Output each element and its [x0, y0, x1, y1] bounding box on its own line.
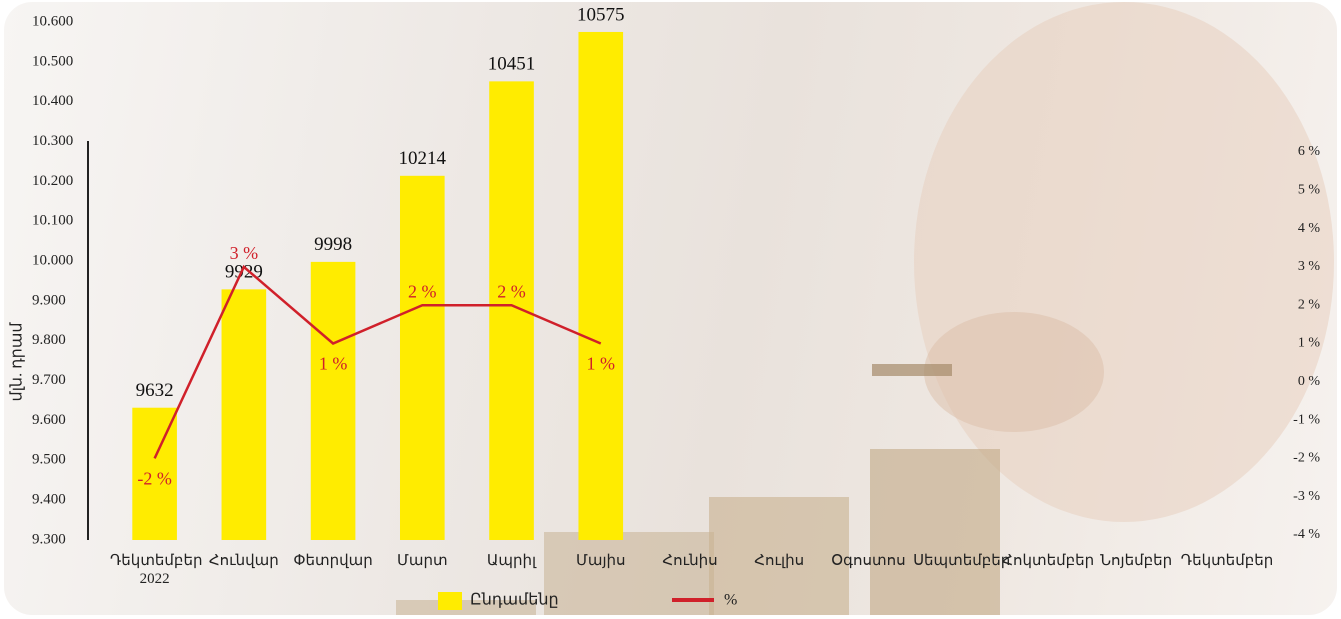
- legend-swatch: [438, 592, 462, 610]
- x-tick-label: Մայիս: [556, 552, 645, 570]
- y2-tick-label: -4 %: [1293, 527, 1320, 542]
- y-tick-label: 10.600: [32, 13, 73, 29]
- chart: մլն. դրամ 9.300 9.400 9.500 9.600 9.700 9.800…: [0, 0, 1341, 619]
- bar-value-label: 9632: [136, 380, 174, 401]
- bar: [311, 262, 356, 540]
- x-tick-label: Դեկտեմբեր: [1181, 552, 1270, 570]
- y2-tick-label: 3 %: [1298, 259, 1321, 274]
- bar-value-label: 10575: [577, 4, 625, 25]
- line-value-label: 3 %: [230, 243, 259, 263]
- bar-value-label: 9998: [314, 234, 352, 255]
- x-tick-label: Հոկտեմբեր: [1002, 552, 1091, 570]
- line-value-label: 2 %: [497, 281, 526, 301]
- y-tick-label: 10.100: [32, 213, 73, 229]
- bar-value-label: 10451: [488, 54, 536, 75]
- y-tick-label: 10.000: [32, 253, 73, 269]
- y-tick-label: 9.500: [32, 452, 66, 468]
- x-tick-label: Նոյեմբեր: [1092, 552, 1181, 570]
- bar-value-label: 10214: [399, 148, 447, 169]
- x-tick-label: Դեկտեմբեր 2022: [110, 552, 199, 588]
- x-tick-label: Օգոստոս: [824, 552, 913, 570]
- x-tick-label: Սեպտեմբեր: [913, 552, 1002, 570]
- y2-tick-label: -1 %: [1293, 412, 1320, 427]
- line-value-label: -2 %: [137, 469, 172, 489]
- y-tick-label: 9.300: [32, 531, 66, 547]
- y2-tick-label: 0 %: [1298, 374, 1321, 389]
- y-tick-label: 10.400: [32, 93, 73, 109]
- bar: [578, 32, 623, 540]
- y2-tick-label: -2 %: [1293, 451, 1320, 466]
- x-tick-label: Հունվար: [199, 552, 288, 570]
- y-tick-label: 9.400: [32, 492, 66, 508]
- x-tick-label: Մարտ: [378, 552, 467, 570]
- line-value-label: 1 %: [587, 354, 616, 374]
- y-tick-label: 10.500: [32, 53, 73, 69]
- y2-tick-label: -3 %: [1293, 489, 1320, 504]
- y2-tick-label: 4 %: [1298, 221, 1321, 236]
- y-axis-title: մլն. դրամ: [9, 322, 26, 402]
- x-tick-label: Հունիս: [645, 552, 734, 570]
- y2-tick-label: 5 %: [1298, 183, 1321, 198]
- bar: [400, 176, 445, 540]
- x-tick-label: Փետրվար: [288, 552, 377, 570]
- y-tick-label: 10.300: [32, 133, 73, 149]
- y-tick-label: 10.200: [32, 173, 73, 189]
- legend-label: %: [724, 592, 737, 609]
- line-value-label: 2 %: [408, 281, 437, 301]
- y-tick-label: 9.600: [32, 412, 66, 428]
- legend-label: Ընդամենը: [470, 592, 559, 609]
- y2-tick-label: 1 %: [1298, 336, 1321, 351]
- line-value-label: 1 %: [319, 354, 348, 374]
- page: մլն. դրամ 9.300 9.400 9.500 9.600 9.700 9.800…: [0, 0, 1341, 619]
- y2-tick-label: 2 %: [1298, 297, 1321, 312]
- y-tick-label: 9.900: [32, 292, 66, 308]
- y-tick-label: 9.700: [32, 372, 66, 388]
- y-tick-label: 9.800: [32, 332, 66, 348]
- y2-tick-label: 6 %: [1298, 144, 1321, 159]
- bar: [222, 289, 267, 540]
- x-tick-label: Հուլիս: [735, 552, 824, 570]
- x-tick-label: Ապրիլ: [467, 552, 556, 570]
